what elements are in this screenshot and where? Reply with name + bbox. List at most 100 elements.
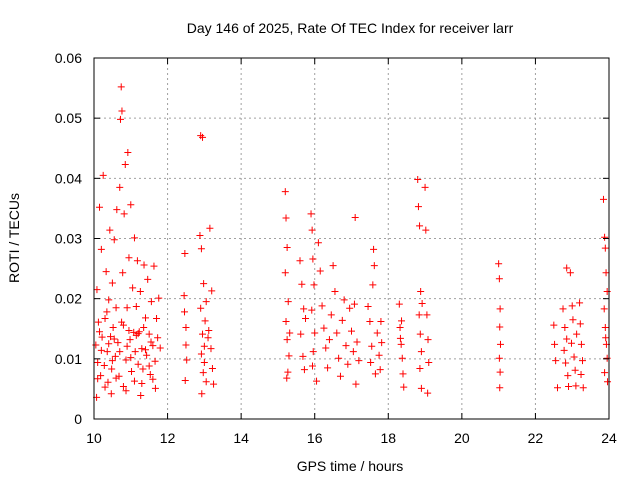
x-tick-label: 16 (307, 430, 323, 446)
data-point (207, 345, 215, 353)
data-point (566, 269, 574, 277)
data-point (352, 380, 360, 388)
data-point (373, 329, 381, 337)
data-point (112, 374, 120, 382)
y-tick-label: 0.02 (55, 291, 82, 307)
data-point (132, 331, 140, 339)
data-point (496, 305, 504, 313)
data-point (142, 314, 149, 322)
x-tick-label: 18 (380, 430, 396, 446)
data-point (350, 300, 358, 308)
data-point (418, 299, 426, 307)
data-point (496, 368, 504, 376)
data-point (123, 342, 131, 350)
y-tick-label: 0.04 (55, 170, 82, 186)
data-point (424, 389, 432, 397)
data-point (140, 324, 148, 332)
data-point (421, 183, 429, 191)
y-axis-label: ROTI / TECUs (6, 193, 22, 283)
data-point (338, 316, 346, 324)
data-point (130, 234, 138, 242)
data-point (378, 339, 386, 347)
data-point (335, 354, 343, 362)
data-point (138, 380, 146, 388)
data-point (308, 226, 316, 234)
y-tick-label: 0 (74, 411, 82, 427)
data-point (108, 279, 116, 287)
data-point (351, 213, 359, 221)
data-point (324, 364, 332, 372)
data-point (577, 340, 585, 348)
data-point (567, 339, 575, 347)
data-point (182, 341, 190, 349)
data-point (283, 244, 291, 252)
data-point (366, 318, 374, 326)
data-point (122, 356, 130, 364)
data-point (415, 311, 423, 319)
data-point (126, 336, 134, 344)
data-point (327, 311, 335, 319)
data-point (329, 262, 337, 270)
data-point (116, 183, 124, 191)
y-tick-label: 0.01 (55, 351, 82, 367)
data-point (331, 287, 339, 295)
data-point (119, 383, 127, 391)
data-point (116, 115, 124, 123)
data-point (600, 305, 608, 313)
data-point (108, 357, 116, 365)
data-point (96, 328, 104, 336)
data-point (283, 374, 291, 382)
data-point (110, 236, 118, 244)
data-point (370, 245, 378, 253)
data-point (143, 351, 151, 359)
data-point (309, 362, 317, 370)
data-point (122, 387, 130, 395)
data-point (563, 264, 571, 272)
x-tick-label: 14 (233, 430, 249, 446)
data-point (416, 330, 424, 338)
data-point (123, 304, 131, 312)
data-point (601, 244, 609, 252)
data-point (97, 245, 105, 253)
data-point (120, 210, 128, 218)
data-point (99, 171, 107, 179)
data-point (396, 324, 404, 332)
grid-lines (94, 58, 609, 419)
data-point (204, 334, 212, 342)
data-point (142, 346, 149, 354)
data-point (146, 370, 154, 378)
data-point (181, 376, 189, 384)
data-point (422, 226, 430, 234)
x-axis-label: GPS time / hours (297, 458, 404, 474)
data-point (300, 366, 308, 374)
data-point (109, 324, 117, 332)
data-point (400, 383, 408, 391)
x-tick-label: 20 (454, 430, 470, 446)
data-point (147, 298, 155, 306)
data-point (115, 372, 123, 380)
data-point (282, 214, 290, 222)
data-point (101, 315, 109, 323)
data-point (116, 348, 124, 356)
data-point (603, 287, 611, 295)
data-point (398, 317, 406, 325)
data-point (417, 348, 425, 356)
y-tick-label: 0.06 (55, 50, 82, 66)
data-point (127, 354, 135, 362)
data-point (297, 330, 305, 338)
data-point (495, 275, 503, 283)
data-point (208, 287, 216, 295)
data-point (98, 333, 106, 341)
data-point (100, 361, 108, 369)
data-point (136, 287, 144, 295)
data-point (144, 275, 152, 283)
data-point (113, 206, 121, 214)
data-point (601, 369, 609, 377)
data-point (284, 298, 292, 306)
data-point (300, 305, 308, 313)
data-point (93, 286, 101, 294)
data-point (355, 357, 363, 365)
data-point (102, 268, 110, 276)
data-point (496, 340, 504, 348)
data-point (138, 345, 146, 353)
